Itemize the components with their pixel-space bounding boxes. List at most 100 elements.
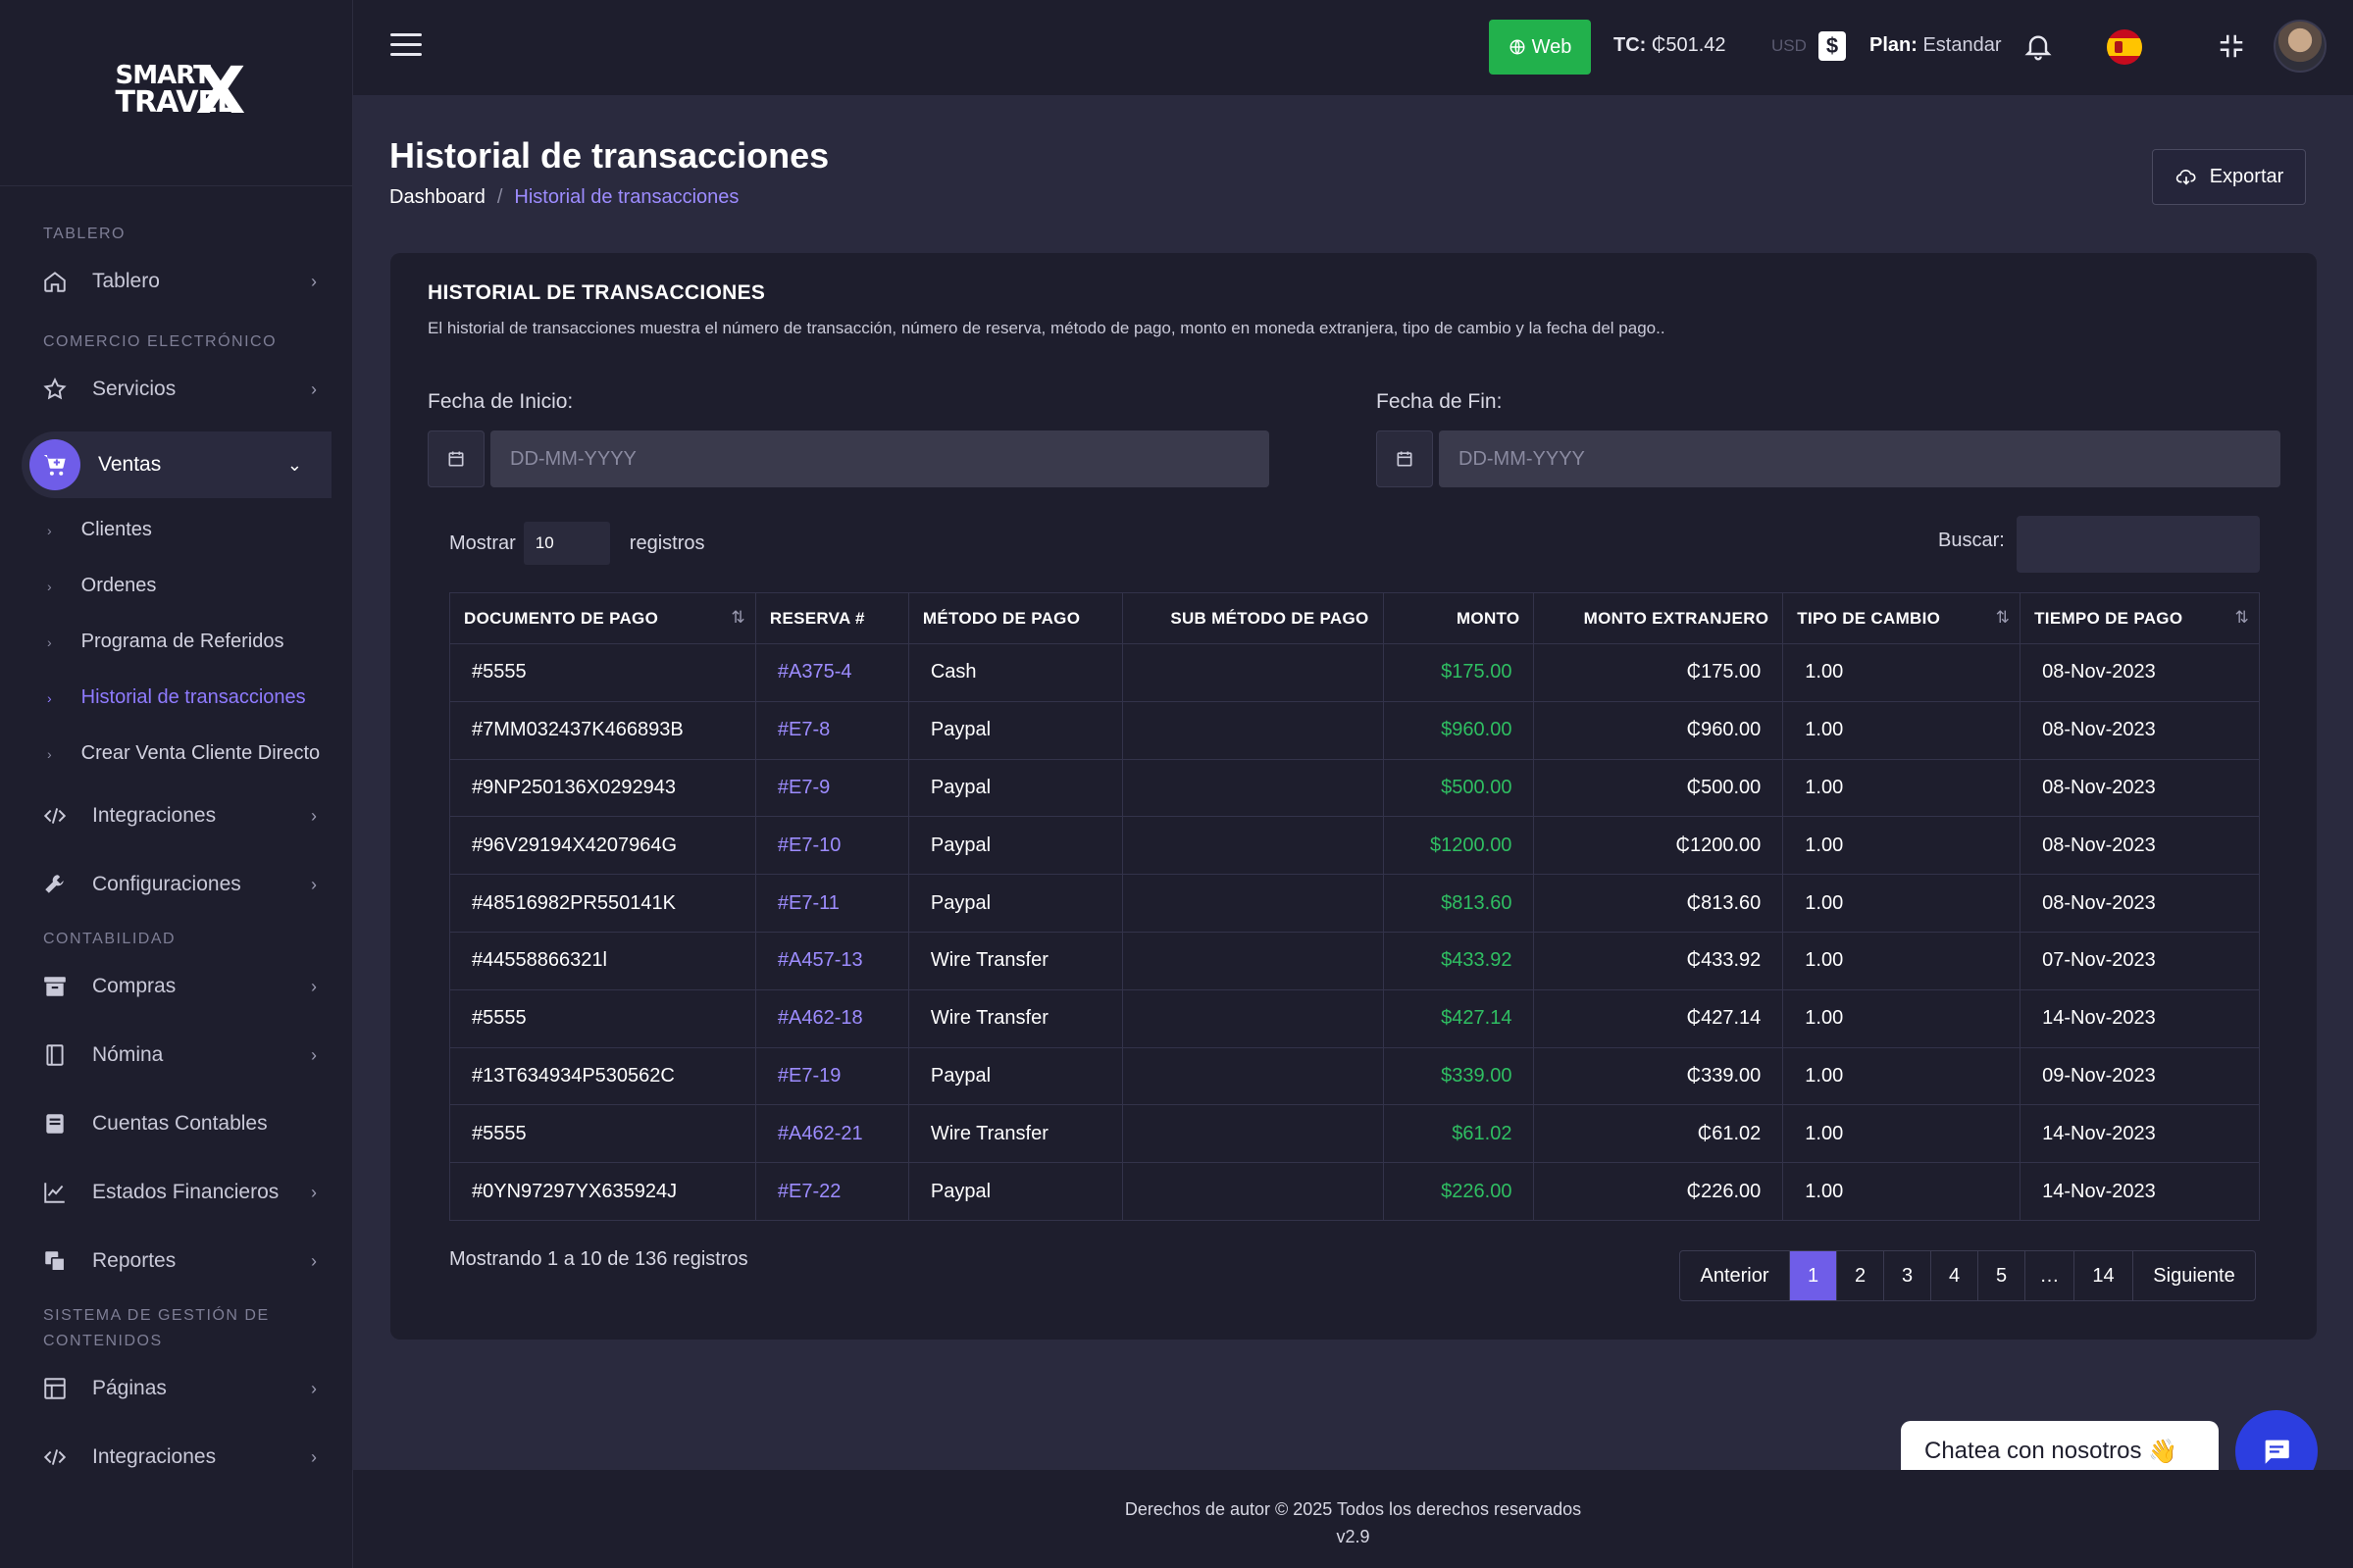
sidebar-item-tablero[interactable]: Tablero ›: [0, 247, 352, 316]
cell-reserva[interactable]: #E7-19: [754, 1046, 909, 1106]
cell-tiempo-pago: 08-Nov-2023: [2020, 874, 2260, 933]
pagination-page[interactable]: 2: [1837, 1251, 1884, 1300]
column-header-reserva[interactable]: RESERVA #: [754, 592, 909, 644]
pagination-page[interactable]: 14: [2074, 1251, 2133, 1300]
sidebar-item-label: Configuraciones: [92, 873, 241, 895]
section-label-line: CONTENIDOS: [43, 1333, 163, 1349]
sidebar-item-nomina[interactable]: Nómina ›: [0, 1021, 352, 1089]
chevron-right-icon: ›: [311, 805, 317, 826]
search-input[interactable]: [2017, 516, 2260, 573]
sidebar-item-compras[interactable]: Compras ›: [0, 952, 352, 1021]
web-button[interactable]: Web: [1489, 20, 1591, 75]
calendar-icon[interactable]: [428, 430, 485, 487]
section-label-contabilidad: CONTABILIDAD: [43, 931, 177, 947]
table-row[interactable]: #9NP250136X0292943 #E7-9 Paypal $500.00 ₵500…: [449, 758, 2260, 818]
cell-monto: $226.00: [1382, 1162, 1535, 1221]
search-label: Buscar:: [1938, 530, 2005, 551]
cell-sub-metodo: [1121, 700, 1384, 760]
cell-reserva[interactable]: #E7-8: [754, 700, 909, 760]
column-header-documento[interactable]: DOCUMENTO DE PAGO ⇅: [449, 592, 756, 644]
cell-tipo-cambio: 1.00: [1782, 1162, 2021, 1221]
column-header-label: DOCUMENTO DE PAGO: [464, 608, 659, 628]
start-date-field[interactable]: DD-MM-YYYY: [428, 430, 1269, 487]
sidebar-item-servicios[interactable]: Servicios ›: [0, 355, 352, 424]
cell-sub-metodo: [1121, 1162, 1384, 1221]
column-header-monto[interactable]: MONTO: [1382, 592, 1535, 644]
cell-sub-metodo: [1121, 931, 1384, 990]
sidebar-item-cuentas[interactable]: Cuentas Contables: [0, 1089, 352, 1158]
hamburger-menu-icon[interactable]: [390, 33, 422, 63]
table-row[interactable]: #48516982PR550141K #E7-11 Paypal $813.60 ₵81…: [449, 874, 2260, 933]
column-header-label: MONTO EXTRANJERO: [1583, 608, 1769, 628]
column-header-tiempo-pago[interactable]: TIEMPO DE PAGO ⇅: [2020, 592, 2260, 644]
pagination-page[interactable]: 5: [1978, 1251, 2025, 1300]
column-header-sub-metodo[interactable]: SUB MÉTODO DE PAGO: [1121, 592, 1384, 644]
cell-reserva[interactable]: #E7-11: [754, 874, 909, 933]
cell-documento: #0YN97297YX635924J: [449, 1162, 756, 1221]
pagination-page[interactable]: 1: [1790, 1251, 1837, 1300]
export-button[interactable]: Exportar: [2152, 149, 2306, 205]
sidebar-item-label: Tablero: [92, 270, 160, 292]
sidebar-subitem-clientes[interactable]: › Clientes: [0, 502, 352, 558]
cell-tiempo-pago: 08-Nov-2023: [2020, 643, 2260, 702]
page-length-select[interactable]: 10: [523, 522, 610, 565]
sidebar-item-estados[interactable]: Estados Financieros ›: [0, 1158, 352, 1227]
sidebar-item-configuraciones[interactable]: Configuraciones ›: [0, 850, 352, 919]
table-row[interactable]: #5555 #A375-4 Cash $175.00 ₵175.00 1.00 08-Nov…: [449, 643, 2260, 702]
cell-documento: #5555: [449, 643, 756, 702]
table-row[interactable]: #5555 #A462-21 Wire Transfer $61.02 ₵61.02 1.…: [449, 1104, 2260, 1164]
cell-metodo: Paypal: [907, 1162, 1123, 1221]
table-row[interactable]: #5555 #A462-18 Wire Transfer $427.14 ₵427.14…: [449, 988, 2260, 1048]
sidebar-subitem-crear-venta[interactable]: › Crear Venta Cliente Directo: [0, 726, 352, 782]
sidebar-subitem-label: Historial de transacciones: [80, 686, 306, 708]
cell-tipo-cambio: 1.00: [1782, 758, 2021, 818]
cell-reserva[interactable]: #A462-21: [754, 1104, 909, 1164]
sidebar-item-paginas[interactable]: Páginas ›: [0, 1354, 352, 1423]
cell-reserva[interactable]: #A462-18: [754, 988, 909, 1048]
cell-tipo-cambio: 1.00: [1782, 816, 2021, 876]
chevron-small-icon: ›: [47, 633, 52, 650]
cell-reserva[interactable]: #A457-13: [754, 931, 909, 990]
page-length-control: Mostrar 10 registros: [449, 522, 705, 565]
table-row[interactable]: #0YN97297YX635924J #E7-22 Paypal $226.00 ₵22…: [449, 1162, 2260, 1221]
user-avatar[interactable]: [2274, 20, 2327, 73]
sidebar-item-integraciones-cms[interactable]: Integraciones ›: [0, 1423, 352, 1492]
sidebar-item-integraciones[interactable]: Integraciones ›: [0, 782, 352, 850]
breadcrumb-home-link[interactable]: Dashboard: [389, 186, 486, 208]
cell-tiempo-pago: 14-Nov-2023: [2020, 1162, 2260, 1221]
column-header-tipo-cambio[interactable]: TIPO DE CAMBIO ⇅: [1782, 592, 2021, 644]
table-row[interactable]: #7MM032437K466893B #E7-8 Paypal $960.00 ₵960…: [449, 700, 2260, 760]
sidebar-subitem-ordenes[interactable]: › Ordenes: [0, 558, 352, 614]
pagination-prev[interactable]: Anterior: [1680, 1251, 1790, 1300]
cell-reserva[interactable]: #E7-10: [754, 816, 909, 876]
cell-reserva[interactable]: #E7-9: [754, 758, 909, 818]
sidebar-subitem-referidos[interactable]: › Programa de Referidos: [0, 614, 352, 670]
end-date-field[interactable]: DD-MM-YYYY: [1376, 430, 2280, 487]
pagination-page[interactable]: 4: [1931, 1251, 1978, 1300]
notification-bell-icon[interactable]: [2022, 29, 2054, 68]
spain-flag-icon[interactable]: [2107, 29, 2142, 65]
footer: Derechos de autor © 2025 Todos los derec…: [353, 1470, 2353, 1568]
column-header-monto-extranjero[interactable]: MONTO EXTRANJERO: [1533, 592, 1784, 644]
currency-toggle[interactable]: $: [1818, 31, 1846, 61]
pagination-ellipsis: …: [2025, 1251, 2074, 1300]
table-row[interactable]: #13T634934P530562C #E7-19 Paypal $339.00 ₵33…: [449, 1046, 2260, 1106]
cell-reserva[interactable]: #A375-4: [754, 643, 909, 702]
chevron-right-icon: ›: [311, 1182, 317, 1202]
sidebar-subitem-historial[interactable]: › Historial de transacciones: [0, 670, 352, 726]
cell-reserva[interactable]: #E7-22: [754, 1162, 909, 1221]
pagination-next[interactable]: Siguiente: [2153, 1264, 2235, 1287]
end-date-input[interactable]: DD-MM-YYYY: [1439, 430, 2280, 487]
cell-documento: #96V29194X4207964G: [449, 816, 756, 876]
table-row[interactable]: #44558866321l #A457-13 Wire Transfer $433.9…: [449, 931, 2260, 990]
cell-documento: #9NP250136X0292943: [449, 758, 756, 818]
calendar-icon[interactable]: [1376, 430, 1433, 487]
table-row[interactable]: #96V29194X4207964G #E7-10 Paypal $1200.00 ₵1…: [449, 816, 2260, 876]
sidebar-item-reportes[interactable]: Reportes ›: [0, 1227, 352, 1295]
sidebar-item-ventas[interactable]: Ventas ⌄: [22, 431, 332, 498]
pagination-page[interactable]: 3: [1884, 1251, 1931, 1300]
fullscreen-exit-icon[interactable]: [2217, 31, 2246, 66]
smart-travel-logo[interactable]: SMART TRAVEL X: [98, 58, 255, 127]
column-header-metodo[interactable]: MÉTODO DE PAGO: [907, 592, 1123, 644]
start-date-input[interactable]: DD-MM-YYYY: [490, 430, 1269, 487]
